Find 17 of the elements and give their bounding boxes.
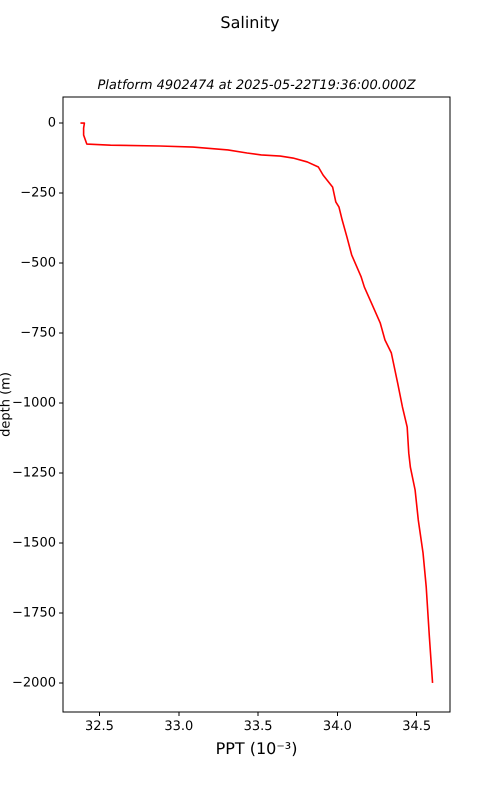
x-axis-title: PPT (10⁻³)	[216, 739, 298, 758]
y-tick-label: −1500	[12, 535, 56, 550]
chart-title: Salinity	[220, 13, 280, 32]
x-tick-label: 33.5	[244, 719, 273, 734]
y-tick-label: −1000	[12, 395, 56, 410]
y-tick-label: −1750	[12, 605, 56, 620]
x-tick-label: 33.0	[164, 719, 194, 734]
x-tick-label: 32.5	[85, 719, 114, 734]
y-tick-label: 0	[48, 115, 56, 130]
y-tick-label: −750	[20, 325, 56, 340]
chart-subtitle: Platform 4902474 at 2025-05-22T19:36:00.000Z	[97, 78, 417, 93]
x-tick-label: 34.0	[322, 719, 352, 734]
y-tick-label: −500	[20, 255, 56, 270]
y-tick-label: −250	[20, 185, 56, 200]
x-tick-label: 34.5	[402, 719, 432, 734]
y-tick-label: −1250	[12, 465, 56, 480]
y-tick-label: −2000	[12, 675, 56, 690]
